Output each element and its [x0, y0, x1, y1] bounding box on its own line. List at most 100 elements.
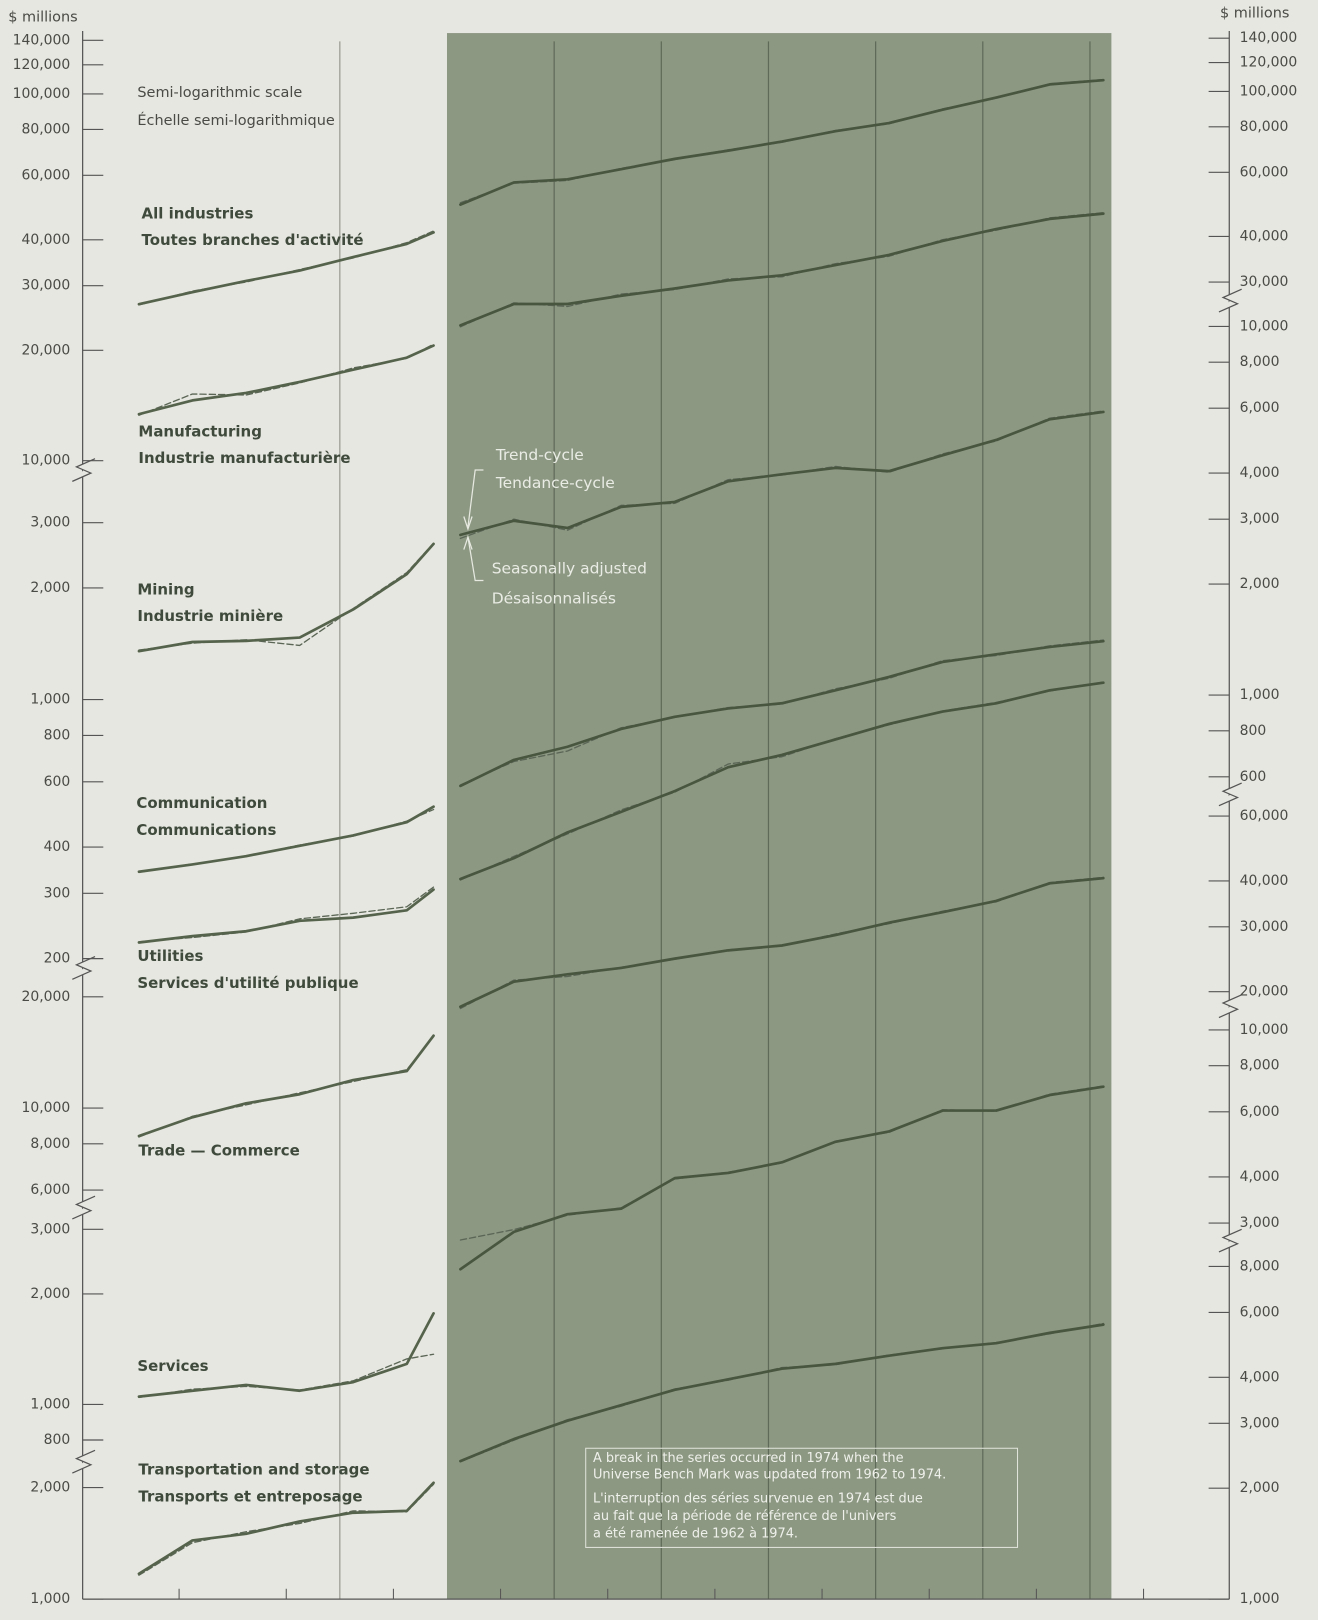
axis-break — [72, 1449, 96, 1474]
y-tick-label: 600 — [44, 774, 71, 790]
y2-tick-label: 8,000 — [1240, 354, 1280, 370]
trend-line — [459, 78, 1105, 206]
scale-note: Semi-logarithmic scale — [137, 85, 302, 101]
line-label: Tendance-cycle — [495, 474, 615, 492]
y-tick-label: 1,000 — [30, 692, 70, 708]
series-name: All industries — [142, 204, 254, 222]
y2-tick-label: 40,000 — [1240, 873, 1289, 889]
trend-line — [137, 888, 435, 944]
y2-tick-label: 600 — [1240, 769, 1267, 785]
y2-tick-label: 60,000 — [1240, 164, 1289, 180]
trend-line — [137, 1034, 435, 1138]
note-line: Universe Bench Mark was updated from 196… — [593, 1468, 946, 1483]
note-line: L'interruption des séries survenue en 19… — [593, 1491, 923, 1506]
y-tick-label: 1,000 — [30, 1396, 70, 1412]
y2-tick-label: 10,000 — [1240, 318, 1289, 334]
axis-break — [1218, 288, 1242, 313]
series-name-fr: Industrie minière — [137, 607, 283, 625]
y2-tick-label: 2,000 — [1240, 1480, 1280, 1496]
axis-breaks — [72, 288, 1242, 1474]
y2-tick-label: 20,000 — [1240, 984, 1289, 1000]
y-tick-label: 8,000 — [30, 1136, 70, 1152]
y-tick-label: 2,000 — [30, 580, 70, 596]
note-line: au fait que la période de référence de l… — [593, 1509, 897, 1524]
y2-tick-label: 3,000 — [1240, 511, 1280, 527]
adjusted-line — [138, 886, 435, 943]
y2-tick-label: 4,000 — [1240, 1369, 1280, 1385]
y-tick-label: 10,000 — [21, 453, 70, 469]
shaded-period — [446, 33, 1112, 1600]
y-unit: $ millions — [8, 10, 77, 26]
y-tick-label: 30,000 — [21, 278, 70, 294]
y-tick-label: 6,000 — [30, 1182, 70, 1198]
y2-tick-label: 8,000 — [1240, 1058, 1280, 1074]
y-tick-label: 200 — [44, 951, 71, 967]
trend-line — [137, 1481, 435, 1576]
y-tick-label: 60,000 — [21, 167, 70, 183]
axis-break — [1218, 782, 1242, 807]
y-tick-label: 400 — [44, 839, 71, 855]
y2-tick-label: 60,000 — [1240, 808, 1289, 824]
arrow — [467, 469, 484, 527]
y-tick-label: 120,000 — [13, 57, 71, 73]
y-tick-label: 10,000 — [21, 1100, 70, 1116]
trend-line — [459, 876, 1105, 1009]
axis-break — [72, 458, 96, 482]
line-label: Désaisonnalisés — [492, 590, 616, 608]
trend-line — [459, 681, 1105, 881]
trend-line — [137, 542, 435, 653]
y-tick-label: 300 — [44, 885, 71, 901]
y-tick-label: 20,000 — [21, 342, 70, 358]
y2-tick-label: 120,000 — [1240, 55, 1298, 71]
y2-tick-label: 800 — [1240, 723, 1267, 739]
y2-tick-label: 30,000 — [1240, 919, 1289, 935]
trend-line — [459, 1085, 1105, 1271]
arrow — [467, 537, 484, 582]
axis-break — [1218, 1228, 1242, 1253]
y2-tick-label: 4,000 — [1240, 465, 1280, 481]
series-name: Services — [137, 1357, 208, 1375]
y2-tick-label: 4,000 — [1240, 1169, 1280, 1185]
trend-line — [459, 1323, 1105, 1463]
y2-tick-label: 3,000 — [1240, 1215, 1280, 1231]
series-name: Mining — [137, 580, 194, 598]
y2-tick-label: 40,000 — [1240, 228, 1289, 244]
note-line: a été ramenée de 1962 à 1974. — [593, 1527, 798, 1542]
grid-layer — [339, 41, 1091, 1600]
y-tick-label: 800 — [44, 727, 71, 743]
arrow-head — [463, 535, 473, 550]
series-name-fr: Toutes branches d'activité — [142, 231, 364, 249]
y-tick-label: 100,000 — [13, 86, 71, 102]
y2-tick-label: 6,000 — [1240, 1304, 1280, 1320]
axis-break — [72, 1195, 96, 1220]
note-box — [585, 1447, 1019, 1548]
series-name: Manufacturing — [138, 422, 262, 440]
y2-tick-label: 100,000 — [1240, 83, 1298, 99]
scale-note: Échelle semi-logarithmique — [137, 111, 334, 129]
series-name: Transportation and storage — [138, 1460, 369, 1478]
trend-line — [137, 231, 435, 306]
shade-layer — [446, 33, 1112, 1600]
y2-tick-label: 140,000 — [1240, 30, 1298, 46]
y2-tick-label: 3,000 — [1240, 1415, 1280, 1431]
y2-tick-label: 6,000 — [1240, 1104, 1280, 1120]
trend-line — [137, 805, 435, 874]
y2-tick-label: 10,000 — [1240, 1022, 1289, 1038]
series-name: Trade — Commerce — [138, 1141, 299, 1159]
trend-line — [459, 212, 1105, 327]
series-name-fr: Industrie manufacturière — [138, 449, 350, 467]
series-name: Communication — [136, 794, 267, 812]
y2-tick-label: 1,000 — [1240, 1591, 1280, 1607]
note-line: A break in the series occurred in 1974 w… — [593, 1451, 904, 1466]
line-label: Trend-cycle — [495, 446, 584, 464]
axis-break — [1218, 994, 1242, 1019]
annotation-arrows — [463, 469, 484, 582]
y-tick-label: 800 — [44, 1432, 71, 1448]
y2-tick-label: 30,000 — [1240, 274, 1289, 290]
trend-line — [137, 1312, 435, 1398]
y-tick-label: 40,000 — [21, 232, 70, 248]
y2-tick-label: 1,000 — [1240, 687, 1280, 703]
axis-break — [72, 955, 96, 980]
y-tick-label: 2,000 — [30, 1480, 70, 1496]
